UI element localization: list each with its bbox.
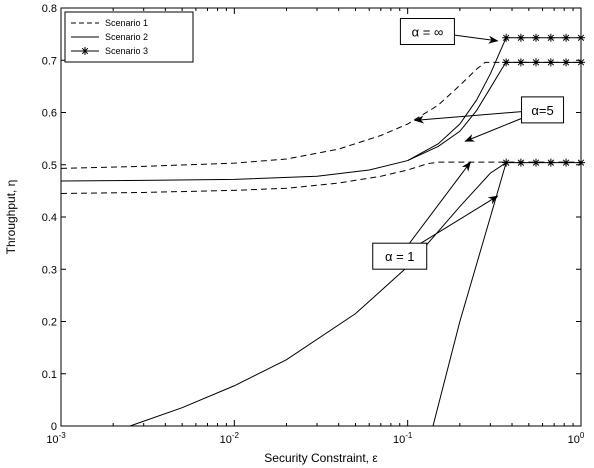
- legend-label: Scenario 1: [105, 18, 148, 28]
- plot-area: [61, 8, 581, 426]
- legend-star-marker: [81, 47, 89, 55]
- star-marker: [546, 58, 555, 67]
- star-marker: [531, 58, 540, 67]
- y-tick-label: 0.7: [42, 55, 57, 67]
- star-marker: [502, 58, 511, 67]
- x-tick-label: 10-2: [220, 431, 240, 446]
- legend-label: Scenario 3: [105, 46, 148, 56]
- y-tick-label: 0.8: [42, 3, 57, 15]
- y-tick-label: 0: [51, 421, 57, 433]
- y-tick-label: 0.4: [42, 212, 57, 224]
- y-tick-label: 0.6: [42, 108, 57, 120]
- star-marker: [516, 58, 525, 67]
- x-tick-label: 10-3: [46, 431, 66, 446]
- y-tick-label: 0.2: [42, 317, 57, 329]
- star-marker: [502, 158, 511, 167]
- star-marker: [562, 158, 571, 167]
- y-tick-label: 0.1: [42, 369, 57, 381]
- star-marker: [546, 33, 555, 42]
- annotation-box: [399, 18, 455, 46]
- y-tick-label: 0.5: [42, 160, 57, 172]
- series-line: [432, 162, 507, 427]
- series-line: [60, 37, 507, 182]
- star-marker: [562, 33, 571, 42]
- plot-frame: [60, 7, 582, 427]
- x-tick-label: 100: [568, 431, 585, 446]
- annotation-label: α = ∞: [412, 25, 444, 40]
- series-line: [129, 162, 507, 427]
- star-marker: [562, 58, 571, 67]
- x-axis-label: Security Constraint, ε: [264, 451, 378, 465]
- annotation-box: [372, 242, 428, 270]
- star-marker: [531, 158, 540, 167]
- x-tick-label: 10-1: [393, 431, 413, 446]
- annotation-label: α=5: [531, 103, 553, 118]
- y-axis-label: Throughput, η: [4, 180, 18, 255]
- star-marker: [516, 158, 525, 167]
- star-marker: [502, 33, 511, 42]
- legend: Scenario 1 Scenario 2 Scenario 3: [64, 11, 194, 63]
- legend-label: Scenario 2: [105, 32, 148, 42]
- annotation-box: [521, 96, 565, 124]
- annotation-label: α = 1: [385, 249, 415, 264]
- series-line: [60, 61, 581, 169]
- star-marker: [516, 33, 525, 42]
- annotation-arrow: [399, 161, 471, 257]
- series-line: [407, 62, 507, 162]
- series-line: [60, 161, 581, 194]
- star-marker: [546, 158, 555, 167]
- star-marker: [531, 33, 540, 42]
- annotations: α = ∞ α=5 α = 1: [372, 18, 565, 270]
- y-tick-label: 0.3: [42, 264, 57, 276]
